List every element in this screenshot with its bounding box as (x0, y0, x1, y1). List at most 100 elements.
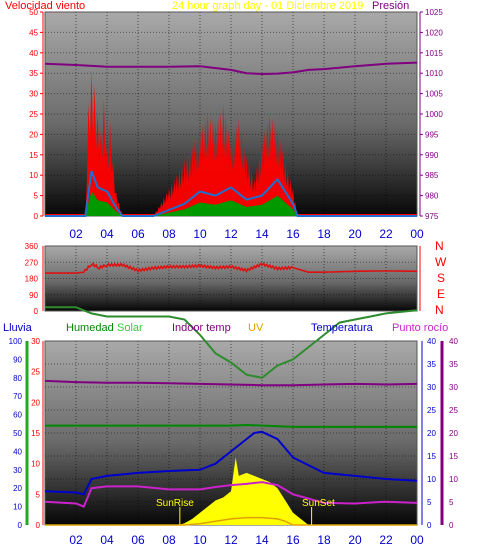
temp-tick-label: 30 (31, 337, 40, 346)
temp-x-tick-label: 12 (224, 533, 238, 547)
wind-tick-label: 40 (29, 49, 38, 58)
wind-x-tick-label: 08 (162, 227, 176, 241)
temp-right2-tick-label: 10 (449, 475, 458, 484)
wind-x-tick-label: 00 (410, 227, 424, 241)
wind-x-tick-label: 06 (131, 227, 145, 241)
pressure-tick-label: 1015 (425, 49, 443, 58)
rain-tick-label: 80 (13, 374, 22, 383)
temp-x-tick-label: 00 (410, 533, 424, 547)
direction-tick-label: 360 (25, 242, 39, 251)
pressure-tick-label: 995 (425, 130, 439, 139)
temp-tick-label: 25 (31, 368, 40, 377)
compass-label-n-top: N (435, 239, 444, 253)
temp-x-tick-label: 06 (131, 533, 145, 547)
temp-right-tick-label: 5 (427, 498, 432, 507)
temp-x-tick-label: 16 (286, 533, 300, 547)
dew-point-line (44, 481, 418, 508)
wind-x-tick-label: 02 (69, 227, 83, 241)
graph-date-title: 24 hour graph day - 01 Diciembre 2019 (172, 0, 364, 12)
temp-right2-tick-label: 30 (449, 383, 458, 392)
temp-x-tick-label: 10 (193, 533, 207, 547)
temperature-line (44, 430, 418, 496)
wind-avg-line (45, 170, 417, 217)
pressure-tick-label: 980 (425, 192, 439, 201)
direction-tick-label: 0 (34, 307, 39, 316)
dew-top-line (44, 379, 418, 387)
rain-tick-label: 60 (13, 411, 22, 420)
temp-x-tick-label: 04 (100, 533, 114, 547)
wind-x-tick-label: 10 (193, 227, 207, 241)
wind-x-tick-label: 18 (317, 227, 331, 241)
temp-right-tick-label: 35 (427, 360, 436, 369)
humidity-line (45, 306, 418, 379)
wind-tick-label: 15 (29, 151, 38, 160)
wind-x-tick-label: 16 (286, 227, 300, 241)
legend-solar: Solar (117, 322, 143, 334)
compass-label-n-bottom: N (435, 303, 444, 317)
wind-gust-area (45, 70, 417, 216)
sunset-label: SunSet (302, 498, 335, 509)
legend-temperature: Temperatura (311, 322, 373, 334)
pressure-tick-label: 1025 (425, 8, 443, 17)
temp-right2-tick-label: 40 (449, 337, 458, 346)
temp-x-tick-label: 02 (69, 533, 83, 547)
temp-right2-tick-label: 15 (449, 452, 458, 461)
rain-tick-label: 30 (13, 466, 22, 475)
wind-x-tick-label: 22 (379, 227, 393, 241)
temp-right-tick-label: 25 (427, 406, 436, 415)
wind-speed-title: Velocidad viento (5, 0, 86, 12)
solar-area (45, 457, 417, 525)
temp-tick-label: 20 (31, 398, 40, 407)
temp-x-tick-label: 22 (379, 533, 393, 547)
rain-tick-label: 40 (13, 447, 22, 456)
pressure-tick-label: 1010 (425, 69, 443, 78)
direction-tick-label: 90 (29, 291, 38, 300)
wind-tick-label: 30 (29, 90, 38, 99)
temp-right-tick-label: 0 (427, 521, 432, 530)
temp-tick-label: 15 (31, 429, 40, 438)
pressure-tick-label: 985 (425, 171, 439, 180)
pressure-tick-label: 990 (425, 151, 439, 160)
rain-tick-label: 20 (13, 484, 22, 493)
temp-x-tick-label: 14 (255, 533, 269, 547)
rain-tick-label: 90 (13, 355, 22, 364)
sunrise-label: SunRise (156, 498, 194, 509)
compass-label-e: E (437, 287, 446, 301)
wind-tick-label: 5 (34, 192, 39, 201)
legend-dew-point: Punto rocío (392, 322, 449, 334)
temp-right-tick-label: 20 (427, 429, 436, 438)
indoor-temp-line (45, 423, 417, 428)
temp-right-tick-label: 30 (427, 383, 436, 392)
pressure-tick-label: 1000 (425, 110, 443, 119)
temp-right2-tick-label: 20 (449, 429, 458, 438)
temp-x-tick-label: 08 (162, 533, 176, 547)
temp-right-tick-label: 15 (427, 452, 436, 461)
wind-direction-line (45, 262, 418, 274)
wind-tick-label: 0 (34, 212, 39, 221)
wind-tick-label: 45 (29, 28, 38, 37)
pressure-title: Presión (372, 0, 410, 12)
wind-tick-label: 50 (29, 8, 38, 17)
wind-x-tick-label: 20 (348, 227, 362, 241)
direction-tick-label: 270 (25, 258, 39, 267)
legend-rain: Lluvia (3, 322, 32, 334)
rain-tick-label: 100 (9, 337, 23, 346)
pressure-line (44, 61, 418, 76)
temp-tick-label: 0 (36, 521, 41, 530)
wind-tick-label: 35 (29, 69, 38, 78)
compass-label-w: W (435, 255, 447, 269)
temp-right2-tick-label: 35 (449, 360, 458, 369)
temp-right-tick-label: 10 (427, 475, 436, 484)
rain-tick-label: 10 (13, 503, 22, 512)
temp-x-tick-label: 18 (317, 533, 331, 547)
wind-x-tick-label: 12 (224, 227, 238, 241)
wind-x-tick-label: 14 (255, 227, 269, 241)
direction-panel-frame (44, 245, 418, 312)
legend-indoor-temp: Indoor temp (172, 322, 231, 334)
temp-tick-label: 5 (36, 490, 41, 499)
temp-tick-label: 10 (31, 460, 40, 469)
pressure-tick-label: 1005 (425, 90, 443, 99)
pressure-tick-label: 975 (425, 212, 439, 221)
rain-tick-label: 0 (18, 521, 23, 530)
